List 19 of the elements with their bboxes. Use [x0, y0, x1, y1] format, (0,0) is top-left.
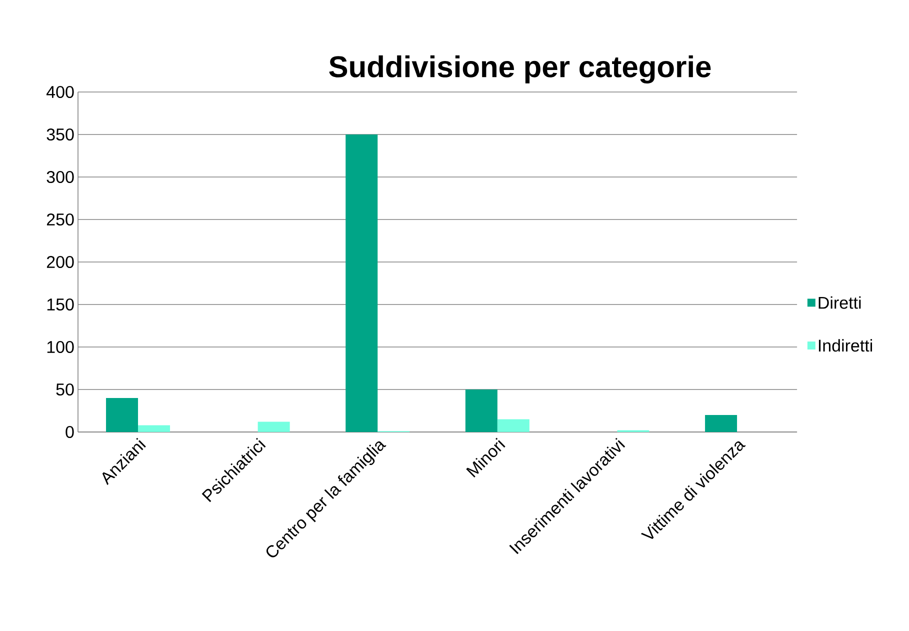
y-tick-label: 400 [46, 86, 74, 98]
y-tick-label: 300 [46, 170, 74, 184]
y-tick-label: 250 [46, 213, 74, 226]
y-tick-label: 350 [46, 128, 74, 141]
bar [138, 425, 170, 432]
legend-label: Diretti [818, 296, 861, 309]
legend-label: Indiretti [818, 339, 872, 352]
y-tick-label: 0 [66, 426, 74, 438]
bar [258, 422, 290, 432]
y-tick-label: 200 [46, 256, 74, 268]
y-tick-label: 50 [56, 383, 74, 396]
bar [465, 389, 498, 432]
bar [497, 419, 530, 432]
chart-title: Suddivisione per categorie [329, 55, 711, 84]
y-tick-label: 100 [47, 340, 74, 354]
bar [705, 414, 738, 432]
y-tick-label: 150 [47, 298, 74, 311]
bar [346, 134, 378, 432]
bar [106, 398, 138, 432]
